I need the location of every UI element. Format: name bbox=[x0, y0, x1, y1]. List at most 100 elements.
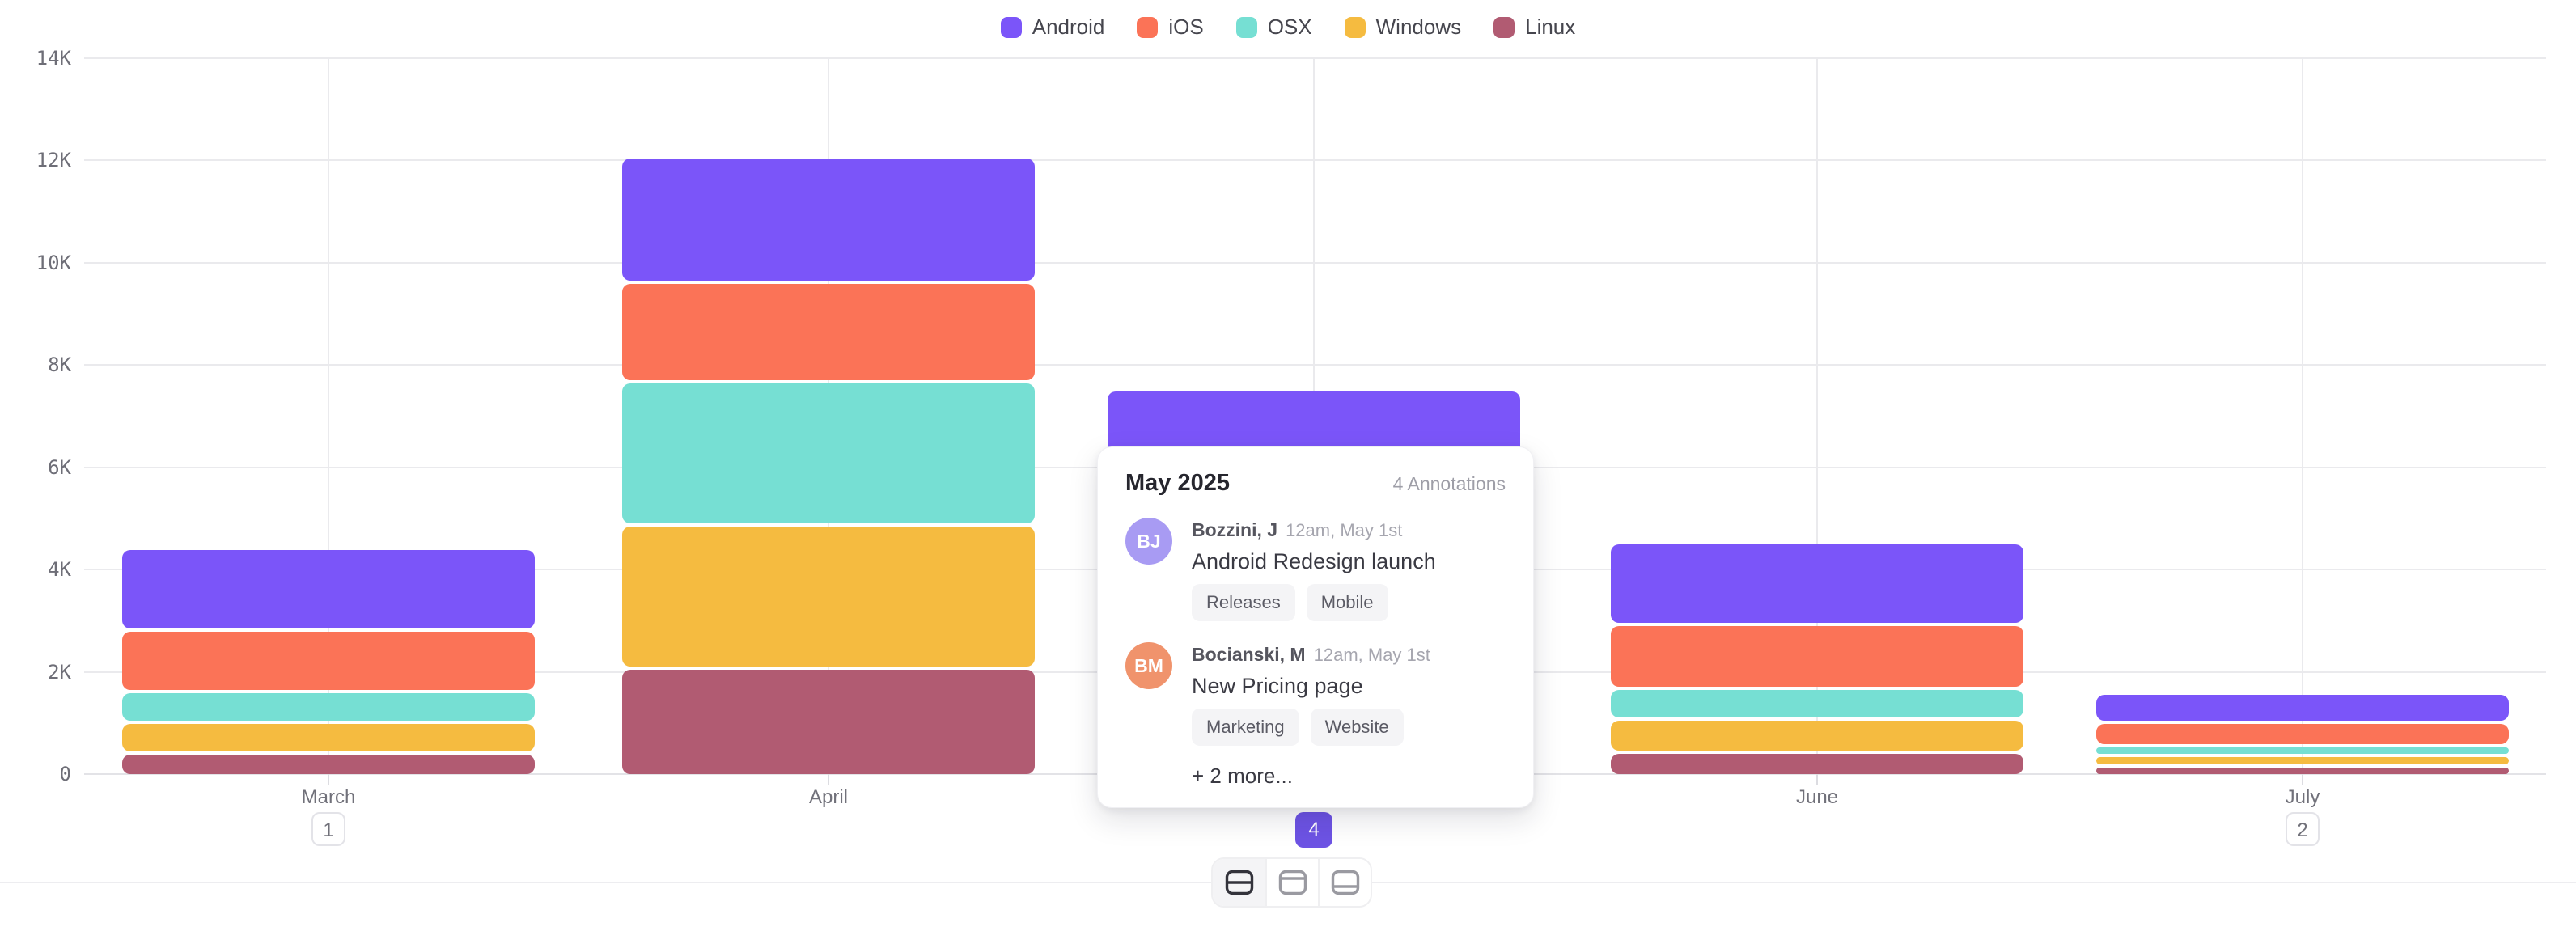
annotation-entry-body: Bozzini, J 12am, May 1st Android Redesign … bbox=[1192, 518, 1436, 621]
gridline-vertical bbox=[1816, 58, 1818, 774]
tag-pill-releases: Releases bbox=[1192, 584, 1295, 621]
legend-swatch-icon bbox=[1137, 16, 1159, 38]
gridline-horizontal bbox=[84, 57, 2546, 59]
bar-segment-june-ios[interactable] bbox=[1611, 625, 2023, 687]
month-label-june: June bbox=[1795, 786, 1839, 808]
bar-segment-june-android[interactable] bbox=[1611, 544, 2023, 623]
annotation-title: Android Redesign launch bbox=[1192, 549, 1436, 573]
gridline-vertical bbox=[2302, 58, 2303, 774]
annotation-entry-body: Bocianski, M 12am, May 1st New Pricing pag… bbox=[1192, 642, 1430, 746]
annotation-author-row: Bocianski, M 12am, May 1st bbox=[1192, 642, 1430, 667]
chart-view-switcher bbox=[1211, 857, 1372, 908]
legend-item-ios[interactable]: iOS bbox=[1137, 15, 1204, 40]
bar-segment-march-android[interactable] bbox=[122, 549, 535, 628]
x-axis-tick-mark bbox=[828, 774, 829, 785]
annotation-timestamp: 12am, May 1st bbox=[1286, 520, 1403, 540]
y-axis-tick-label: 8K bbox=[48, 353, 71, 377]
x-axis-tick-mark bbox=[1816, 774, 1818, 785]
legend-swatch-icon bbox=[1344, 16, 1366, 38]
legend-item-label: iOS bbox=[1168, 15, 1204, 39]
user-avatar: BM bbox=[1125, 642, 1172, 689]
split-row-view-button[interactable] bbox=[1213, 859, 1265, 906]
bar-segment-march-ios[interactable] bbox=[122, 631, 535, 690]
annotation-tags: Marketing Website bbox=[1192, 709, 1430, 746]
x-axis-tick-mark bbox=[2302, 774, 2303, 785]
bar-segment-july-ios[interactable] bbox=[2096, 724, 2509, 744]
legend-swatch-icon bbox=[1000, 16, 1022, 38]
bar-segment-april-ios[interactable] bbox=[622, 284, 1035, 381]
x-axis-tick-mark bbox=[328, 774, 329, 785]
bar-march bbox=[122, 549, 535, 774]
y-axis-tick-label: 10K bbox=[36, 251, 71, 274]
user-avatar: BJ bbox=[1125, 518, 1172, 565]
legend-item-windows[interactable]: Windows bbox=[1344, 15, 1462, 40]
gridline-horizontal bbox=[84, 364, 2546, 366]
legend-item-osx[interactable]: OSX bbox=[1235, 15, 1312, 40]
show-more-annotations-link[interactable]: + 2 more... bbox=[1192, 764, 1293, 788]
y-axis-tick-label: 6K bbox=[48, 455, 71, 479]
annotation-count-badge-july[interactable]: 2 bbox=[2286, 812, 2320, 846]
tag-pill-website: Website bbox=[1310, 709, 1404, 746]
bar-june bbox=[1611, 544, 2023, 774]
y-axis-tick-label: 12K bbox=[36, 149, 71, 172]
month-label-april: April bbox=[808, 786, 848, 808]
legend-item-label: OSX bbox=[1267, 15, 1312, 39]
row-bottom-view-button[interactable] bbox=[1318, 859, 1371, 906]
y-axis-tick-label: 2K bbox=[48, 660, 71, 683]
annotation-entry[interactable]: BJ Bozzini, J 12am, May 1st Android Redesig… bbox=[1125, 518, 1506, 621]
y-axis-tick-label: 0 bbox=[59, 763, 71, 785]
bar-segment-april-android[interactable] bbox=[622, 159, 1035, 281]
annotation-entry-list: BJ Bozzini, J 12am, May 1st Android Redesig… bbox=[1125, 518, 1506, 746]
bar-april bbox=[622, 159, 1035, 774]
annotation-tags: Releases Mobile bbox=[1192, 584, 1436, 621]
row-top-view-button[interactable] bbox=[1265, 859, 1318, 906]
bar-segment-march-osx[interactable] bbox=[122, 692, 535, 721]
annotation-count-badge-may[interactable]: 4 bbox=[1295, 812, 1332, 848]
chart-legend: Android iOS OSX Windows Linux bbox=[0, 15, 2576, 40]
legend-item-label: Windows bbox=[1375, 15, 1462, 39]
annotation-title: New Pricing page bbox=[1192, 674, 1363, 698]
bar-segment-july-windows[interactable] bbox=[2096, 756, 2509, 764]
month-label-july: July bbox=[2285, 786, 2320, 808]
gridline-horizontal bbox=[84, 261, 2546, 264]
legend-item-android[interactable]: Android bbox=[1000, 15, 1105, 40]
annotation-entry[interactable]: BM Bocianski, M 12am, May 1st New Pricing p… bbox=[1125, 642, 1506, 746]
tag-pill-mobile: Mobile bbox=[1306, 584, 1388, 621]
gridline-vertical bbox=[328, 58, 329, 774]
bar-segment-july-osx[interactable] bbox=[2096, 747, 2509, 754]
legend-item-label: Android bbox=[1032, 15, 1105, 39]
y-axis-tick-label: 4K bbox=[48, 558, 71, 582]
legend-swatch-icon bbox=[1493, 16, 1515, 38]
bar-segment-march-windows[interactable] bbox=[122, 723, 535, 751]
bar-segment-june-osx[interactable] bbox=[1611, 689, 2023, 717]
gridline-horizontal bbox=[84, 159, 2546, 162]
bar-segment-april-osx[interactable] bbox=[622, 383, 1035, 524]
annotation-popup-header: May 2025 4 Annotations bbox=[1125, 470, 1506, 497]
month-label-march: March bbox=[301, 786, 356, 808]
bar-segment-april-linux[interactable] bbox=[622, 670, 1035, 774]
tag-pill-marketing: Marketing bbox=[1192, 709, 1299, 746]
bar-segment-july-android[interactable] bbox=[2096, 694, 2509, 722]
y-axis-tick-label: 14K bbox=[36, 46, 71, 70]
bar-segment-june-windows[interactable] bbox=[1611, 720, 2023, 751]
annotation-timestamp: 12am, May 1st bbox=[1313, 645, 1430, 665]
popup-month-title: May 2025 bbox=[1125, 470, 1230, 496]
bar-segment-june-linux[interactable] bbox=[1611, 753, 2023, 774]
split-row-layout-icon bbox=[1225, 870, 1253, 895]
popup-annotation-count: 4 Annotations bbox=[1392, 473, 1506, 494]
annotation-count-badge-march[interactable]: 1 bbox=[311, 812, 345, 846]
legend-item-label: Linux bbox=[1525, 15, 1576, 39]
annotation-author: Bozzini, J bbox=[1192, 519, 1278, 540]
row-bottom-layout-icon bbox=[1331, 870, 1359, 895]
bar-segment-april-windows[interactable] bbox=[622, 527, 1035, 667]
row-top-layout-icon bbox=[1278, 870, 1307, 895]
bar-segment-july-linux[interactable] bbox=[2096, 768, 2509, 774]
bar-segment-march-linux[interactable] bbox=[122, 754, 535, 774]
legend-swatch-icon bbox=[1235, 16, 1257, 38]
legend-item-linux[interactable]: Linux bbox=[1493, 15, 1575, 40]
annotation-author-row: Bozzini, J 12am, May 1st bbox=[1192, 518, 1436, 543]
annotation-popup: May 2025 4 Annotations BJ Bozzini, J 12am,… bbox=[1097, 446, 1534, 808]
annotation-author: Bocianski, M bbox=[1192, 644, 1306, 665]
bar-july bbox=[2096, 694, 2509, 774]
